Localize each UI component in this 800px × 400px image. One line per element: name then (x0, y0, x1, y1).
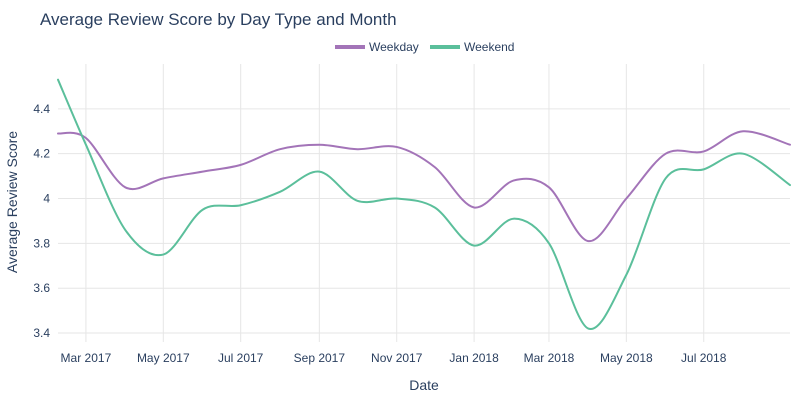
x-tick-label: Nov 2017 (371, 351, 423, 365)
data-point-weekday (586, 239, 591, 244)
data-point-weekday (663, 151, 668, 156)
chart-title: Average Review Score by Day Type and Mon… (40, 10, 397, 29)
y-tick-label: 3.8 (33, 236, 50, 250)
data-point-weekend (546, 241, 551, 246)
data-point-weekday (278, 147, 283, 152)
legend-label: Weekend (464, 40, 514, 54)
data-point-weekday (317, 142, 322, 147)
y-tick-label: 3.4 (33, 326, 50, 340)
y-tick-label: 4.2 (33, 147, 50, 161)
data-point-weekday (161, 176, 166, 181)
y-tick-label: 4 (43, 192, 50, 206)
x-tick-label: May 2017 (137, 351, 190, 365)
data-point-weekend (317, 169, 322, 174)
data-point-weekday (200, 169, 205, 174)
data-point-weekday (624, 196, 629, 201)
data-point-weekday (701, 149, 706, 154)
data-point-weekday (56, 131, 61, 136)
series-lines (56, 77, 793, 331)
x-axis-title: Date (409, 377, 439, 393)
data-point-weekend (394, 196, 399, 201)
data-point-weekend (511, 216, 516, 221)
y-axis-ticks: 3.4 3.6 3.8 4 4.2 4.4 (33, 102, 50, 340)
series-line-weekend (57, 78, 791, 330)
x-tick-label: Jan 2018 (449, 351, 499, 365)
data-point-weekday (394, 144, 399, 149)
data-point-weekend (624, 272, 629, 277)
data-point-weekend (472, 243, 477, 248)
series-line-weekday (57, 130, 791, 243)
data-point-weekend (788, 183, 793, 188)
x-tick-label: Mar 2017 (61, 351, 112, 365)
data-point-weekday (788, 142, 793, 147)
data-point-weekend (83, 142, 88, 147)
legend-label: Weekday (369, 40, 419, 54)
x-tick-label: Jul 2017 (218, 351, 264, 365)
data-point-weekend (663, 176, 668, 181)
data-point-weekend (278, 189, 283, 194)
legend: Weekday Weekend (335, 40, 514, 54)
x-tick-label: Sep 2017 (294, 351, 346, 365)
x-tick-label: Jul 2018 (681, 351, 727, 365)
data-point-weekday (472, 205, 477, 210)
legend-item-weekend[interactable]: Weekend (430, 40, 514, 54)
data-point-weekday (355, 147, 360, 152)
data-point-weekend (432, 205, 437, 210)
gridlines (58, 64, 790, 342)
data-point-weekend (56, 77, 61, 82)
x-tick-label: May 2018 (600, 351, 653, 365)
legend-item-weekday[interactable]: Weekday (335, 40, 419, 54)
data-point-weekend (355, 198, 360, 203)
y-tick-label: 4.4 (33, 102, 50, 116)
data-point-weekend (586, 326, 591, 331)
data-point-weekend (200, 207, 205, 212)
data-point-weekday (546, 185, 551, 190)
x-tick-label: Mar 2018 (524, 351, 575, 365)
data-point-weekday (123, 185, 128, 190)
y-axis-title: Average Review Score (4, 131, 20, 273)
y-tick-label: 3.6 (33, 281, 50, 295)
data-point-weekend (701, 167, 706, 172)
data-point-weekend (161, 252, 166, 257)
data-point-weekday (238, 162, 243, 167)
x-axis-ticks: Mar 2017 May 2017 Jul 2017 Sep 2017 Nov 2017… (61, 351, 727, 365)
data-point-weekday (741, 129, 746, 134)
data-point-weekday (511, 178, 516, 183)
data-point-weekend (238, 203, 243, 208)
data-point-weekend (123, 227, 128, 232)
data-point-weekend (741, 151, 746, 156)
data-point-weekday (432, 165, 437, 170)
